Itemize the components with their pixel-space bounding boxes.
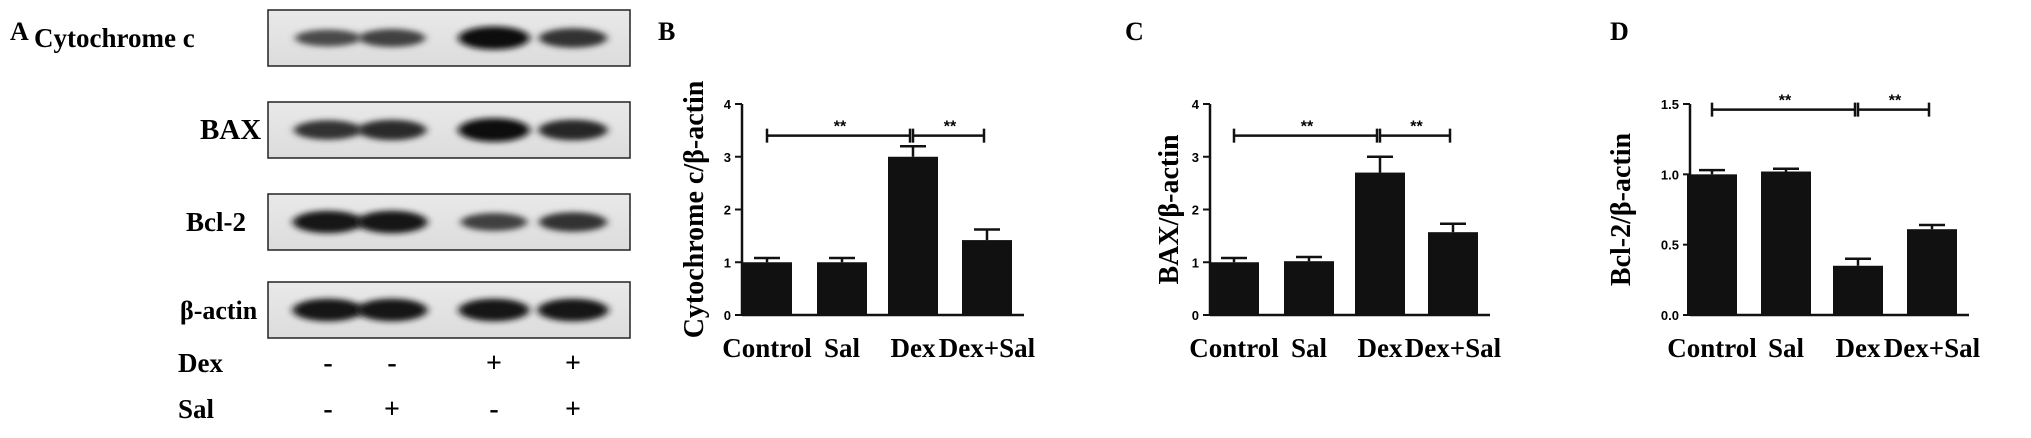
bar-control — [1687, 174, 1737, 315]
blot-band — [537, 298, 609, 322]
bar-control — [1209, 262, 1259, 315]
y-axis-label: BAX/β-actin — [1154, 134, 1185, 285]
category-label: Dex+Sal — [1405, 333, 1502, 363]
significance-label: ** — [1410, 119, 1423, 136]
treatment-sign: - — [323, 394, 332, 425]
panel-a-letter: A — [10, 17, 29, 46]
treatment-label: Dex — [178, 348, 223, 378]
category-label: Sal — [824, 333, 861, 363]
bar-sal — [1284, 261, 1334, 315]
y-tick-label: 0.0 — [1661, 308, 1679, 323]
blot-label: Cytochrome c — [34, 23, 195, 53]
blot-label: Bcl-2 — [186, 207, 246, 237]
treatment-sign: - — [323, 348, 332, 379]
blot-row-actin: β-actin — [180, 281, 631, 339]
blot-band — [458, 118, 530, 142]
treatment-sign: + — [565, 394, 581, 425]
y-tick-label: 3 — [1192, 150, 1199, 165]
treatment-sign: - — [387, 348, 396, 379]
bar-control — [742, 262, 792, 315]
category-label: Sal — [1291, 333, 1328, 363]
blot-label: β-actin — [180, 296, 258, 325]
blot-band — [293, 120, 363, 140]
bar-sal — [817, 262, 867, 315]
category-label: Control — [722, 333, 812, 363]
bar-dex-sal — [962, 240, 1012, 315]
bar-dex-sal — [1428, 232, 1478, 315]
blot-band — [358, 29, 426, 47]
blot-band — [458, 298, 530, 322]
blot-band — [292, 298, 364, 322]
bar-dex — [888, 156, 938, 315]
bar-sal — [1761, 171, 1811, 315]
blot-row-cytochrome-c: Cytochrome c — [34, 9, 631, 67]
treatment-row-dex: Dex - - + + — [178, 348, 581, 379]
panel-d-chart: D 0.0 0.5 1.0 1.5 Bcl-2/β-actin Control Sal Dex D… — [1606, 17, 1981, 363]
blot-row-bcl-2: Bcl-2 — [186, 193, 631, 251]
category-label: Control — [1667, 333, 1757, 363]
y-tick-label: 2 — [724, 203, 731, 218]
y-tick-label: 3 — [724, 150, 731, 165]
blot-band — [460, 213, 528, 231]
panel-b-chart: B 0 1 2 3 4 Cytochrome c/β-actin Control Sal Dex D… — [658, 17, 1036, 363]
treatment-sign: + — [384, 394, 400, 425]
blot-label: BAX — [200, 114, 261, 146]
blot-band — [458, 26, 530, 50]
y-tick-label: 0.5 — [1661, 238, 1679, 253]
y-axis-label: Cytochrome c/β-actin — [679, 80, 710, 338]
category-label: Control — [1189, 333, 1279, 363]
blot-band — [538, 119, 608, 141]
panel-letter: C — [1125, 17, 1144, 46]
y-tick-label: 1 — [724, 255, 731, 270]
category-label: Dex — [1358, 333, 1403, 363]
blot-band — [356, 210, 428, 234]
y-tick-label: 0 — [724, 308, 731, 323]
category-label: Dex+Sal — [939, 333, 1036, 363]
treatment-sign: + — [486, 348, 502, 379]
bar-dex — [1833, 265, 1883, 315]
bar-dex-sal — [1907, 229, 1957, 315]
y-tick-label: 4 — [1192, 97, 1200, 112]
blot-band — [295, 29, 361, 47]
treatment-label: Sal — [178, 394, 215, 424]
category-label: Dex+Sal — [1884, 333, 1981, 363]
significance-label: ** — [1301, 119, 1314, 136]
treatment-sign: - — [489, 394, 498, 425]
treatment-sign: + — [565, 348, 581, 379]
y-tick-label: 1.0 — [1661, 167, 1679, 182]
significance-label: ** — [1779, 93, 1792, 110]
significance-label: ** — [1889, 93, 1902, 110]
blot-band — [292, 210, 364, 234]
bar-dex — [1355, 172, 1405, 315]
significance-label: ** — [944, 119, 957, 136]
category-label: Sal — [1768, 333, 1805, 363]
panel-letter: D — [1610, 17, 1629, 46]
y-tick-label: 1 — [1192, 255, 1199, 270]
category-label: Dex — [891, 333, 936, 363]
blot-band — [538, 28, 608, 48]
category-label: Dex — [1836, 333, 1881, 363]
y-tick-label: 0 — [1192, 308, 1199, 323]
treatment-rows: Dex - - + + Sal - + - + — [178, 348, 581, 425]
blot-band — [357, 119, 427, 141]
blot-rows: Cytochrome c BAX Bcl-2 β-actin — [34, 9, 631, 339]
blot-band — [538, 212, 608, 232]
y-axis-label: Bcl-2/β-actin — [1606, 132, 1637, 286]
significance-label: ** — [834, 119, 847, 136]
y-tick-label: 2 — [1192, 203, 1199, 218]
panel-letter: B — [658, 17, 675, 46]
blot-row-bax: BAX — [200, 101, 631, 159]
panel-c-chart: C 0 1 2 3 4 BAX/β-actin Control Sal Dex Dex+Sal ** *… — [1125, 17, 1502, 363]
treatment-row-sal: Sal - + - + — [178, 394, 581, 425]
y-tick-label: 1.5 — [1661, 97, 1679, 112]
blot-band — [356, 298, 428, 322]
y-tick-label: 4 — [724, 97, 732, 112]
